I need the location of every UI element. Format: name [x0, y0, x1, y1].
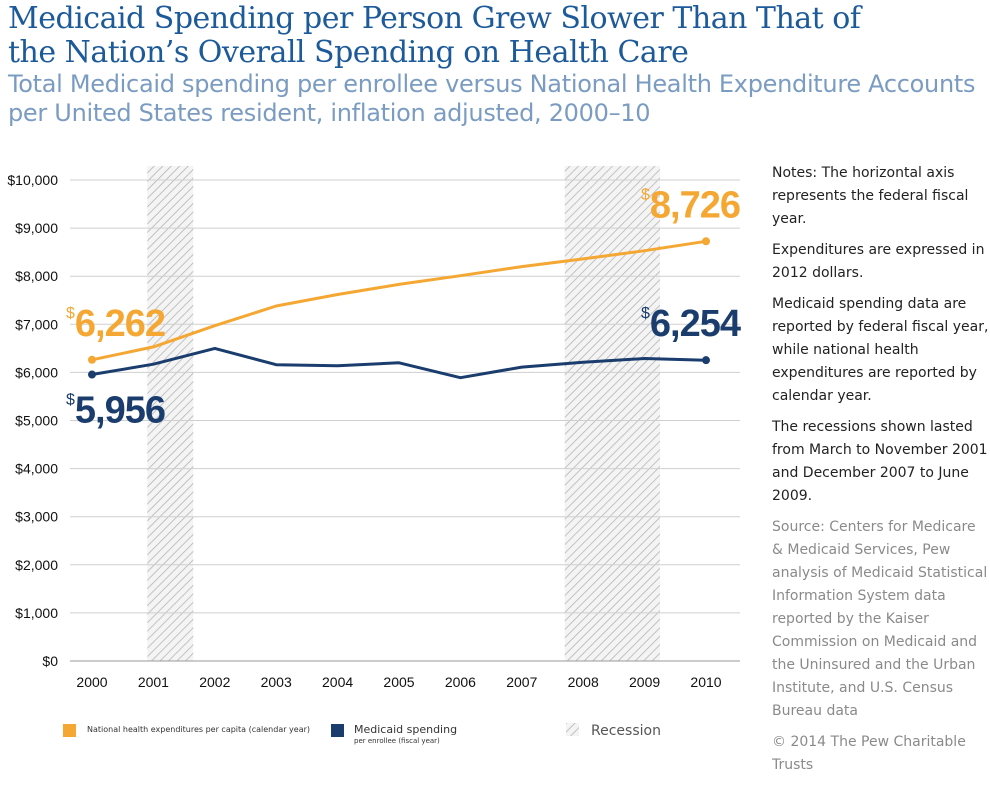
series-start-point-nhe	[88, 355, 96, 364]
legend-medicaid-label: Medicaid spending	[354, 723, 458, 736]
legend-nhe-swatch	[63, 724, 76, 737]
legend-recession-label: Recession	[591, 723, 661, 739]
value-text: 8,726	[650, 184, 740, 226]
x-tick-label: 2010	[690, 674, 721, 690]
y-tick-label: $10,000	[7, 172, 58, 188]
note-dollars: Expenditures are expressed in 2012 dolla…	[772, 242, 985, 281]
x-tick-label: 2008	[568, 674, 599, 690]
recession-band-1	[147, 166, 194, 661]
line-chart: $0 $1,000 $2,000 $3,000 $4,000 $5,000 $6,000 $7…	[7, 166, 742, 690]
y-tick-label: $9,000	[15, 220, 58, 236]
currency-symbol: $	[641, 305, 650, 322]
chart-subtitle: Total Medicaid spending per enrollee ver…	[8, 70, 976, 127]
source-note: Source: Centers for Medicare & Medicaid …	[772, 519, 988, 719]
x-tick-label: 2006	[445, 674, 476, 690]
legend-medicaid-swatch	[331, 724, 344, 737]
currency-symbol: $	[66, 305, 75, 322]
callout-labels: $6,262$8,726$5,956$6,254	[66, 184, 742, 432]
note-recessions: The recessions shown lasted from March t…	[772, 419, 988, 504]
currency-symbol: $	[641, 186, 650, 203]
recession-band-2	[564, 166, 660, 661]
note-axis: Notes: The horizontal axis represents th…	[772, 165, 969, 227]
y-tick-label: $6,000	[15, 364, 58, 380]
y-tick-label: $3,000	[15, 509, 58, 525]
value-text: 6,254	[650, 303, 741, 345]
x-tick-label: 2007	[506, 674, 537, 690]
x-tick-label: 2001	[138, 674, 169, 690]
y-tick-label: $8,000	[15, 268, 58, 284]
series-start-point-medicaid	[88, 370, 96, 379]
series-lines	[88, 237, 710, 380]
y-tick-label: $2,000	[15, 557, 58, 573]
y-tick-label: $4,000	[15, 461, 58, 477]
legend-recession-swatch	[566, 723, 579, 736]
series-end-point-medicaid	[702, 356, 710, 365]
x-tick-label: 2004	[322, 674, 353, 690]
y-axis-ticks: $0 $1,000 $2,000 $3,000 $4,000 $5,000 $6,000 $7…	[7, 172, 58, 669]
series-line-medicaid	[91, 346, 707, 380]
x-tick-label: 2000	[76, 674, 107, 690]
recession-bands	[147, 166, 660, 661]
value-text: 6,262	[75, 303, 165, 345]
currency-symbol: $	[66, 392, 75, 409]
x-tick-label: 2005	[383, 674, 414, 690]
chart-title: Medicaid Spending per Person Grew Slower…	[8, 1, 861, 70]
end-value-label-nhe: $8,726	[641, 184, 740, 226]
notes-panel: Notes: The horizontal axis represents th…	[772, 162, 990, 785]
legend-nhe-label: National health expenditures per capita …	[87, 725, 311, 734]
x-tick-label: 2002	[199, 674, 230, 690]
end-value-label-medicaid: $6,254	[641, 303, 741, 345]
x-tick-label: 2009	[629, 674, 660, 690]
x-tick-label: 2003	[261, 674, 292, 690]
start-value-label-medicaid: $5,956	[66, 390, 165, 432]
y-tick-label: $1,000	[15, 605, 58, 621]
series-line-nhe	[91, 239, 707, 362]
start-value-label-nhe: $6,262	[66, 303, 165, 345]
y-tick-label: $7,000	[15, 316, 58, 332]
y-tick-label: $5,000	[15, 413, 58, 429]
value-text: 5,956	[75, 390, 165, 432]
x-axis-ticks: 2000 2001 2002 2003 2004 2005 2006 2007 2008 2009…	[76, 674, 721, 690]
grid-lines	[70, 179, 740, 662]
y-tick-label: $0	[42, 653, 58, 669]
copyright: © 2014 The Pew Charitable Trusts	[772, 734, 966, 773]
series-end-point-nhe	[702, 237, 710, 246]
note-reporting: Medicaid spending data are reported by f…	[772, 296, 989, 404]
legend-medicaid-sublabel: per enrollee (fiscal year)	[354, 737, 440, 745]
